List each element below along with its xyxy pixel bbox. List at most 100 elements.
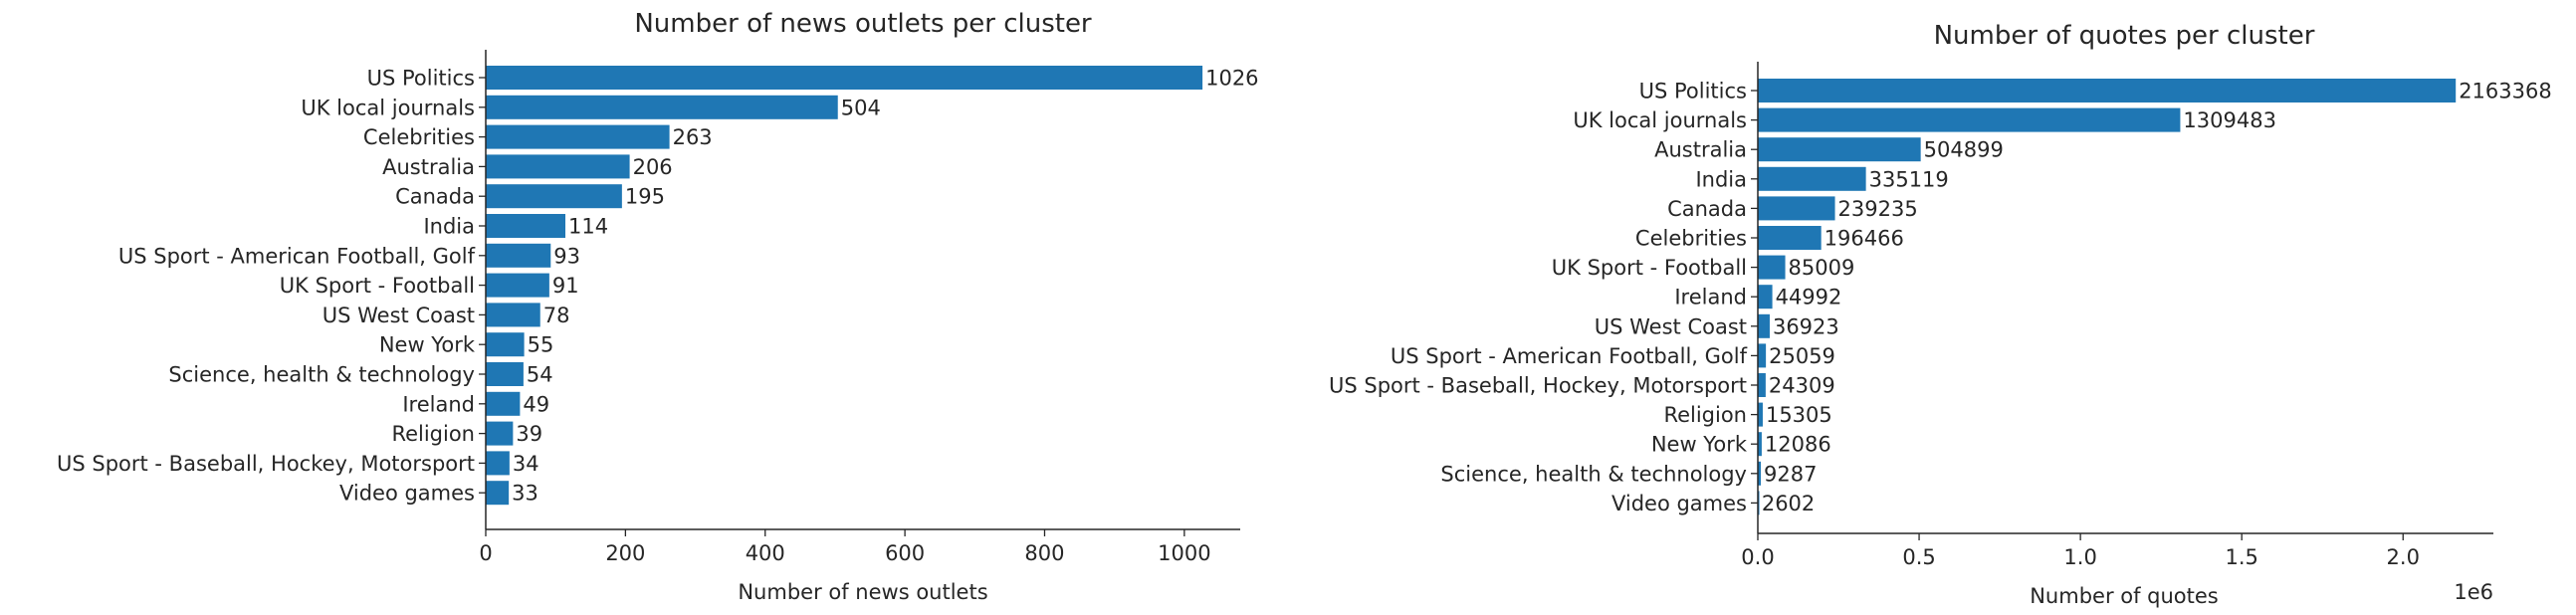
quotes-chart: Number of quotes per cluster Number of q… — [1329, 21, 2552, 608]
x-tick-label: 0.5 — [1902, 545, 1935, 569]
bar — [1758, 343, 1767, 368]
bar — [1758, 285, 1773, 309]
value-label: 1026 — [1205, 67, 1258, 91]
value-label: 196466 — [1825, 227, 1904, 251]
chart-title: Number of news outlets per cluster — [634, 9, 1092, 39]
bar — [486, 243, 551, 268]
bar — [1758, 373, 1766, 397]
bar — [486, 451, 510, 476]
value-label: 12086 — [1765, 433, 1831, 457]
x-tick-label: 0 — [479, 541, 492, 565]
value-label: 91 — [552, 274, 579, 298]
value-label: 54 — [527, 363, 553, 387]
x-tick-label: 600 — [885, 541, 925, 565]
y-tick-label: Celebrities — [1635, 227, 1747, 251]
value-label: 49 — [523, 392, 549, 416]
bar — [1758, 226, 1822, 250]
x-tick-label: 800 — [1024, 541, 1064, 565]
value-label: 34 — [513, 452, 539, 476]
bar — [1758, 79, 2457, 102]
y-tick-label: New York — [1651, 433, 1748, 457]
y-tick-label: Australia — [1654, 138, 1747, 162]
value-label: 335119 — [1869, 167, 1949, 191]
y-tick-label: Celebrities — [363, 125, 475, 149]
value-label: 39 — [516, 422, 542, 446]
bar — [486, 481, 510, 506]
y-tick-label: Ireland — [402, 392, 475, 416]
value-label: 504899 — [1924, 138, 2004, 162]
bar — [486, 124, 670, 149]
bar — [486, 214, 566, 238]
value-label: 195 — [625, 185, 665, 209]
y-tick-label: New York — [379, 333, 476, 357]
bar — [486, 154, 630, 179]
bar — [1758, 461, 1762, 486]
bar — [1758, 166, 1866, 191]
value-label: 2602 — [1762, 492, 1815, 515]
value-label: 114 — [568, 215, 608, 239]
x-tick-label: 400 — [746, 541, 785, 565]
bar — [486, 184, 622, 209]
value-label: 504 — [841, 96, 881, 119]
x-tick-label: 0.0 — [1741, 545, 1774, 569]
y-tick-label: Religion — [1663, 403, 1747, 427]
bar — [1758, 107, 2181, 132]
value-label: 2163368 — [2459, 80, 2552, 103]
y-tick-label: UK Sport - Football — [1552, 256, 1747, 280]
chart-title: Number of quotes per cluster — [1934, 21, 2315, 51]
y-tick-label: US Sport - American Football, Golf — [1391, 344, 1748, 368]
y-tick-label: US Sport - Baseball, Hockey, Motorsport — [1329, 374, 1747, 398]
x-tick-label: 2.0 — [2387, 545, 2420, 569]
value-label: 239235 — [1838, 197, 1918, 221]
bar — [1758, 255, 1786, 280]
value-label: 9287 — [1764, 462, 1817, 486]
y-tick-label: UK local journals — [301, 96, 475, 119]
y-tick-label: Video games — [1611, 492, 1747, 515]
bar — [486, 303, 540, 327]
bar — [1758, 196, 1835, 221]
bar — [486, 95, 838, 119]
y-tick-label: Video games — [339, 482, 475, 506]
y-tick-label: Science, health & technology — [168, 363, 475, 387]
value-label: 25059 — [1769, 344, 1835, 368]
value-label: 85009 — [1789, 256, 1855, 280]
bar — [1758, 313, 1770, 338]
y-tick-label: India — [423, 215, 475, 239]
y-tick-label: US Sport - American Football, Golf — [118, 244, 476, 268]
y-tick-label: Religion — [391, 422, 475, 446]
bar — [486, 66, 1203, 90]
x-axis-label: Number of quotes — [2030, 584, 2219, 608]
value-label: 206 — [633, 155, 673, 179]
x-axis-offset-label: 1e6 — [2454, 580, 2493, 604]
value-label: 55 — [528, 333, 554, 357]
value-label: 33 — [512, 482, 538, 506]
y-tick-label: US Politics — [1639, 80, 1747, 103]
y-tick-label: UK Sport - Football — [280, 274, 475, 298]
value-label: 15305 — [1766, 403, 1832, 427]
bar — [486, 421, 514, 446]
x-tick-label: 1.0 — [2063, 545, 2096, 569]
bar — [486, 273, 549, 298]
value-label: 263 — [673, 125, 713, 149]
value-label: 24309 — [1769, 374, 1835, 398]
y-tick-label: UK local journals — [1573, 108, 1747, 132]
bar — [486, 362, 524, 386]
y-tick-label: US West Coast — [1595, 314, 1747, 338]
x-tick-label: 200 — [605, 541, 645, 565]
x-tick-label: 1.5 — [2225, 545, 2257, 569]
y-tick-label: US Politics — [367, 67, 475, 91]
news-outlets-chart: Number of news outlets per cluster Numbe… — [57, 9, 1259, 604]
y-tick-label: India — [1695, 167, 1747, 191]
y-tick-label: Ireland — [1674, 286, 1747, 309]
y-tick-label: Australia — [382, 155, 475, 179]
bar — [1758, 432, 1762, 457]
y-tick-label: Science, health & technology — [1440, 462, 1747, 486]
value-label: 78 — [543, 304, 570, 327]
y-tick-label: US Sport - Baseball, Hockey, Motorsport — [57, 452, 475, 476]
bar — [1758, 402, 1763, 427]
bar — [486, 391, 521, 416]
x-axis-label: Number of news outlets — [738, 580, 987, 604]
x-tick-label: 1000 — [1158, 541, 1210, 565]
y-tick-label: US West Coast — [322, 304, 475, 327]
